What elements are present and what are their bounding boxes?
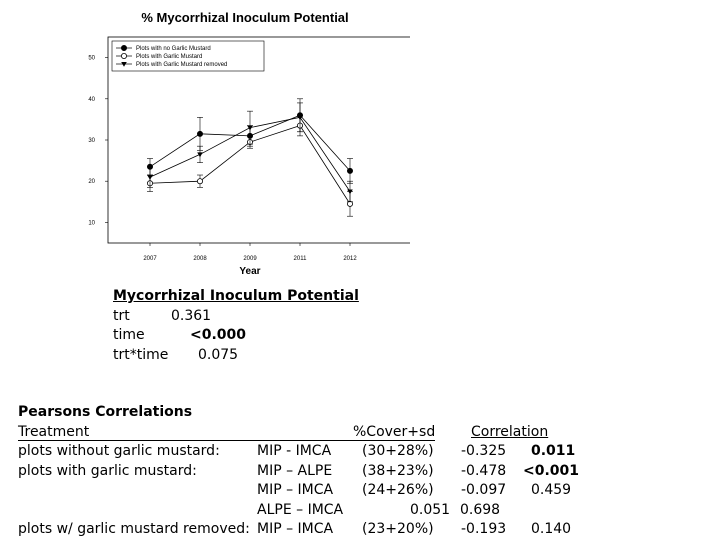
- data-point: [346, 167, 353, 174]
- data-point: [347, 189, 353, 195]
- pearson-pair: MIP – IMCA: [257, 482, 334, 498]
- x-axis-label: Year: [239, 266, 260, 277]
- pearson-pair: MIP – IMCA: [257, 521, 334, 537]
- header-correlation: Correlation: [471, 423, 549, 440]
- y-tick-label: 50: [88, 56, 95, 62]
- legend-marker: [121, 45, 128, 52]
- pearson-correlation: -0.097: [461, 482, 507, 498]
- pearson-treatment: plots with garlic mustard:: [18, 462, 197, 479]
- pearson-p-value: 0.459: [531, 482, 572, 498]
- anova-p-value: 0.361: [171, 307, 212, 324]
- pearson-title: Pearsons Correlations: [18, 404, 193, 420]
- pearson-rows: plots without garlic mustard: MIP - IMCA (…: [18, 442, 718, 540]
- series-3: [147, 102, 353, 203]
- x-tick-label: 2008: [193, 256, 207, 262]
- anova-term: trt*time: [113, 346, 169, 363]
- legend-label: Plots with Garlic Mustard: [136, 54, 202, 60]
- x-tick-label: 2007: [143, 256, 157, 262]
- legend-label: Plots with Garlic Mustard removed: [136, 62, 227, 68]
- y-axis: 10 20 30 40 50: [88, 56, 108, 226]
- pearson-pair: MIP - IMCA: [257, 443, 332, 459]
- pearson-correlation: -0.193: [461, 521, 507, 537]
- y-tick-label: 30: [88, 138, 95, 144]
- x-tick-label: 2012: [343, 256, 357, 262]
- data-point: [196, 130, 203, 137]
- anova-title: Mycorrhizal Inoculum Potential: [113, 288, 359, 304]
- data-point: [147, 175, 153, 180]
- pearson-cover: 0.051: [410, 501, 451, 518]
- y-tick-label: 40: [88, 97, 95, 103]
- y-tick-label: 20: [88, 179, 95, 185]
- anova-row: trt 0.361: [113, 307, 359, 327]
- anova-p-value: 0.075: [198, 346, 239, 363]
- pearson-header-row: Treatment %Cover+sd Correlation: [18, 423, 718, 443]
- data-point: [196, 178, 203, 185]
- anova-term: trt: [113, 307, 130, 324]
- anova-rows: trt 0.361 time <0.000 trt*time 0.075: [113, 307, 359, 366]
- pearson-block: Pearsons Correlations Treatment %Cover+s…: [18, 403, 718, 540]
- pearson-row: plots with garlic mustard: MIP – ALPE (38+…: [18, 462, 718, 482]
- legend: Plots with no Garlic Mustard Plots with G…: [111, 40, 265, 72]
- x-tick-label: 2009: [243, 256, 257, 262]
- legend-label: Plots with no Garlic Mustard: [136, 46, 211, 52]
- data-point: [247, 125, 253, 131]
- pearson-cover: (24+26%): [362, 482, 434, 498]
- pearson-pair: MIP – ALPE: [257, 462, 333, 479]
- series-layer: [147, 98, 353, 217]
- chart-title: % Mycorrhizal Inoculum Potential: [141, 10, 348, 25]
- pearson-correlation: 0.698: [460, 501, 501, 518]
- legend-box: [111, 40, 265, 72]
- anova-term: time: [113, 327, 145, 343]
- legend-marker: [121, 53, 128, 60]
- anova-p-value: <0.000: [190, 327, 247, 343]
- anova-block: Mycorrhizal Inoculum Potential trt 0.361 t…: [113, 287, 359, 365]
- pearson-p-value: 0.140: [531, 521, 572, 537]
- header-cover: %Cover+sd: [353, 423, 436, 440]
- pearson-treatment: plots without garlic mustard:: [18, 443, 220, 459]
- y-tick-label: 10: [88, 220, 95, 226]
- pearson-cover: (30+28%): [362, 443, 434, 459]
- pearson-row: plots without garlic mustard: MIP - IMCA (…: [18, 442, 718, 462]
- data-point: [297, 115, 303, 121]
- pearson-cover: (38+23%): [362, 462, 434, 479]
- pearson-p-value: 0.011: [531, 443, 576, 459]
- pearson-row: plots w/ garlic mustard removed: MIP – IM…: [18, 520, 718, 540]
- pearson-row: ALPE – IMCA 0.051 0.698: [18, 501, 718, 521]
- line-chart: % Mycorrhizal Inoculum Potential 10 20 30 4…: [88, 10, 410, 277]
- pearson-row: MIP – IMCA (24+26%) -0.097 0.459: [18, 481, 718, 501]
- legend-marker: [121, 62, 127, 67]
- pearson-correlation: -0.325: [461, 443, 507, 459]
- pearson-correlation: -0.478: [461, 462, 507, 479]
- x-axis: 2007 2008 2009 2011 2012: [143, 243, 357, 262]
- data-point: [197, 152, 203, 158]
- pearson-pair: ALPE – IMCA: [257, 501, 344, 518]
- anova-row: trt*time 0.075: [113, 346, 359, 366]
- header-treatment: Treatment: [18, 423, 90, 440]
- pearson-p-value: <0.001: [523, 462, 580, 479]
- pearson-cover: (23+20%): [362, 521, 434, 537]
- pearson-treatment: plots w/ garlic mustard removed:: [18, 521, 250, 537]
- header-underline: [18, 423, 435, 441]
- x-tick-label: 2011: [294, 256, 308, 262]
- anova-row: time <0.000: [113, 326, 359, 346]
